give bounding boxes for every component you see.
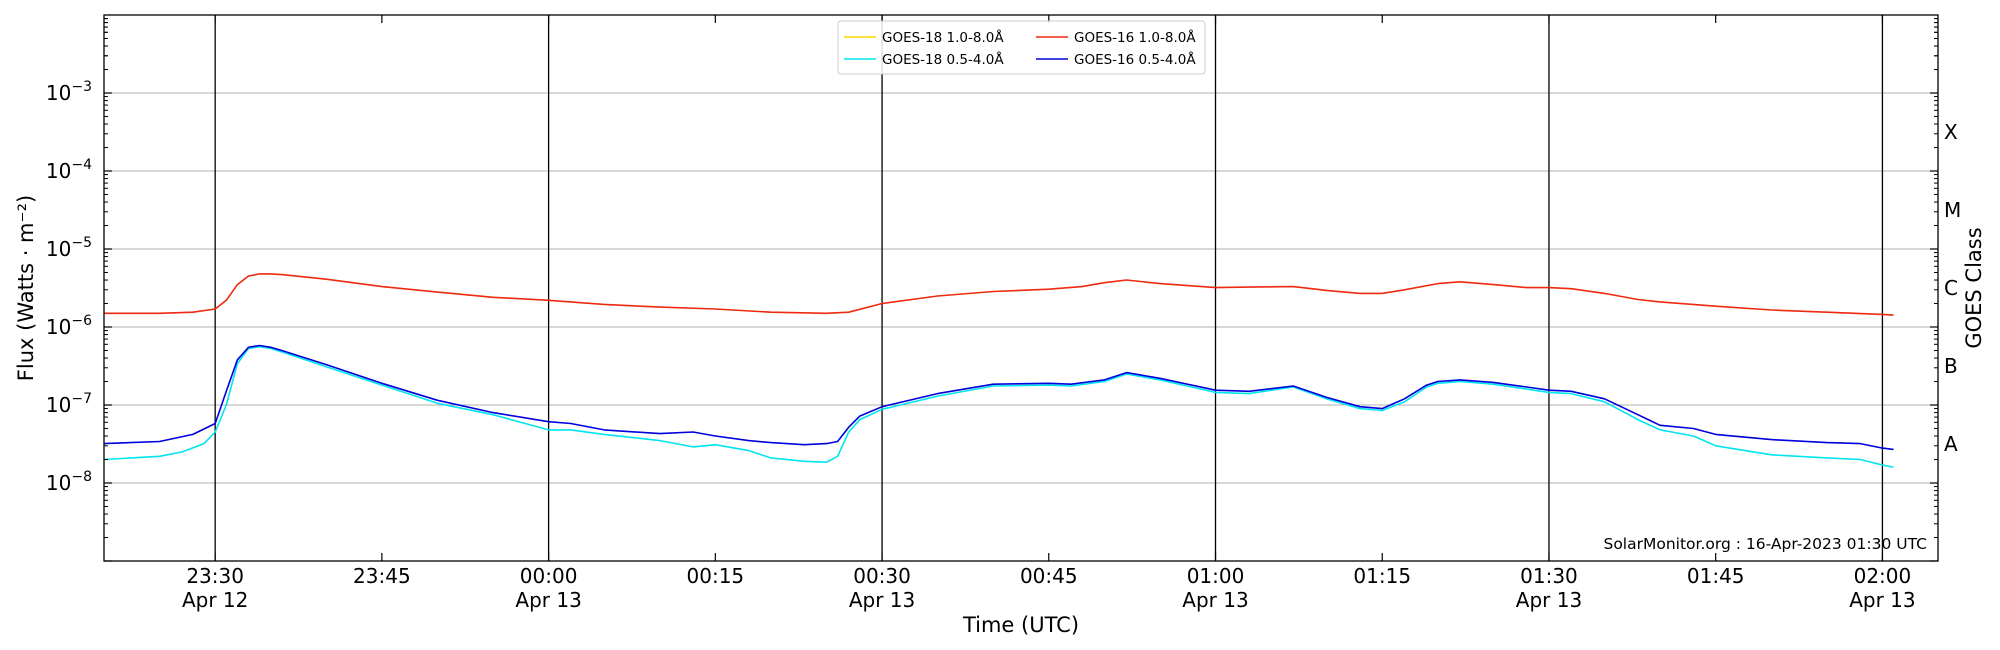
y-tick-label: 10−3	[46, 79, 92, 105]
vertical-markers	[214, 15, 1884, 561]
series-line	[104, 273, 1894, 316]
grid-lines	[104, 92, 1938, 484]
legend-label: GOES-16 1.0-8.0Å	[1074, 29, 1196, 46]
legend-label: GOES-18 0.5-4.0Å	[882, 51, 1004, 68]
goes-class-label: A	[1944, 432, 1958, 456]
goes-class-label: C	[1944, 276, 1958, 300]
series-line	[103, 344, 1894, 451]
series-line	[103, 345, 1894, 468]
plot-frame	[103, 14, 1939, 562]
y-tick-label: 10−8	[46, 469, 92, 495]
x-tick-label: 01:00	[1187, 564, 1245, 588]
x-tick-label: 23:45	[353, 564, 411, 588]
y-tick-label: 10−6	[46, 313, 92, 339]
y-axis-title: Flux (Watts · m⁻²)	[14, 195, 38, 381]
x-tick-date-label: Apr 13	[1182, 588, 1248, 612]
y-right-axis-title: GOES Class	[1962, 227, 1986, 348]
y-tick-label: 10−7	[46, 391, 92, 417]
legend-label: GOES-18 1.0-8.0Å	[882, 29, 1004, 46]
x-tick-date-label: Apr 13	[1516, 588, 1582, 612]
y-axis-ticks: 10−3 10−4 10−5 10−6 10−7 10−8	[46, 18, 1938, 562]
y-tick-label: 10−4	[46, 157, 92, 183]
x-tick-label: 00:00	[520, 564, 578, 588]
legend: GOES-18 1.0-8.0Å GOES-18 0.5-4.0Å GOES-16 …	[837, 20, 1206, 75]
x-tick-date-label: Apr 12	[182, 588, 248, 612]
x-axis-title: Time (UTC)	[962, 613, 1079, 637]
x-tick-label: 01:15	[1353, 564, 1411, 588]
goes-class-labels: X M C B A	[1944, 120, 1961, 456]
x-tick-label: 00:30	[853, 564, 911, 588]
footer-note: SolarMonitor.org : 16-Apr-2023 01:30 UTC	[1603, 535, 1927, 553]
x-tick-label: 01:30	[1520, 564, 1578, 588]
x-tick-label: 01:45	[1687, 564, 1745, 588]
x-tick-label: 02:00	[1854, 564, 1912, 588]
x-tick-label: 23:30	[186, 564, 244, 588]
series-lines	[103, 273, 1894, 468]
x-tick-label: 00:15	[687, 564, 745, 588]
x-tick-date-label: Apr 13	[515, 588, 581, 612]
goes-class-label: B	[1944, 354, 1958, 378]
goes-class-label: M	[1944, 198, 1961, 222]
legend-box	[837, 20, 1206, 75]
x-tick-date-label: Apr 13	[849, 588, 915, 612]
y-tick-label: 10−5	[46, 235, 92, 261]
goes-class-label: X	[1944, 120, 1958, 144]
x-tick-date-label: Apr 13	[1849, 588, 1915, 612]
legend-label: GOES-16 0.5-4.0Å	[1074, 51, 1196, 68]
x-tick-label: 00:45	[1020, 564, 1078, 588]
